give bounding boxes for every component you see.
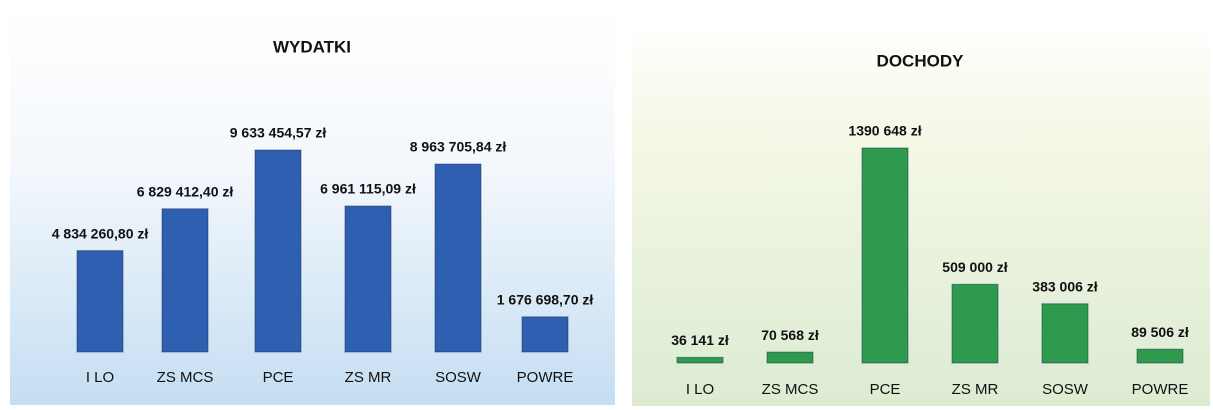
x-tick-label: PCE [870,381,901,398]
x-tick-label: PCE [263,369,294,386]
value-label: 383 006 zł [1032,278,1097,294]
x-tick-label: I LO [86,369,114,386]
bar [1041,303,1089,364]
x-tick-label: ZS MCS [762,381,819,398]
bar [76,250,124,353]
x-tick-label: POWRE [1132,381,1189,398]
x-tick-label: ZS MCS [157,369,214,386]
bar [161,208,209,353]
bar [951,283,999,364]
bar [766,351,814,364]
chart-title: WYDATKI [273,37,351,56]
value-label: 70 568 zł [761,327,819,343]
x-tick-label: ZS MR [345,369,392,386]
value-label: 1 676 698,70 zł [497,292,594,308]
bar [1136,348,1184,364]
panel-right [632,22,1210,406]
bar [676,356,724,364]
x-tick-label: I LO [686,381,714,398]
value-label: 6 961 115,09 zł [320,181,416,197]
bar [861,147,909,364]
value-label: 36 141 zł [671,332,729,348]
chart-title: DOCHODY [877,51,965,70]
x-tick-label: POWRE [517,369,574,386]
bar [344,205,392,353]
value-label: 89 506 zł [1131,324,1189,340]
value-label: 4 834 260,80 zł [52,225,149,241]
bar [521,316,569,353]
bar [254,149,302,353]
x-tick-label: ZS MR [952,381,999,398]
x-tick-label: SOSW [1042,381,1089,398]
x-tick-label: SOSW [435,369,482,386]
value-label: 6 829 412,40 zł [137,183,234,199]
value-label: 9 633 454,57 zł [230,125,327,141]
value-label: 8 963 705,84 zł [410,139,507,155]
value-label: 509 000 zł [942,259,1007,275]
value-label: 1390 648 zł [848,123,921,139]
bar [434,163,482,353]
